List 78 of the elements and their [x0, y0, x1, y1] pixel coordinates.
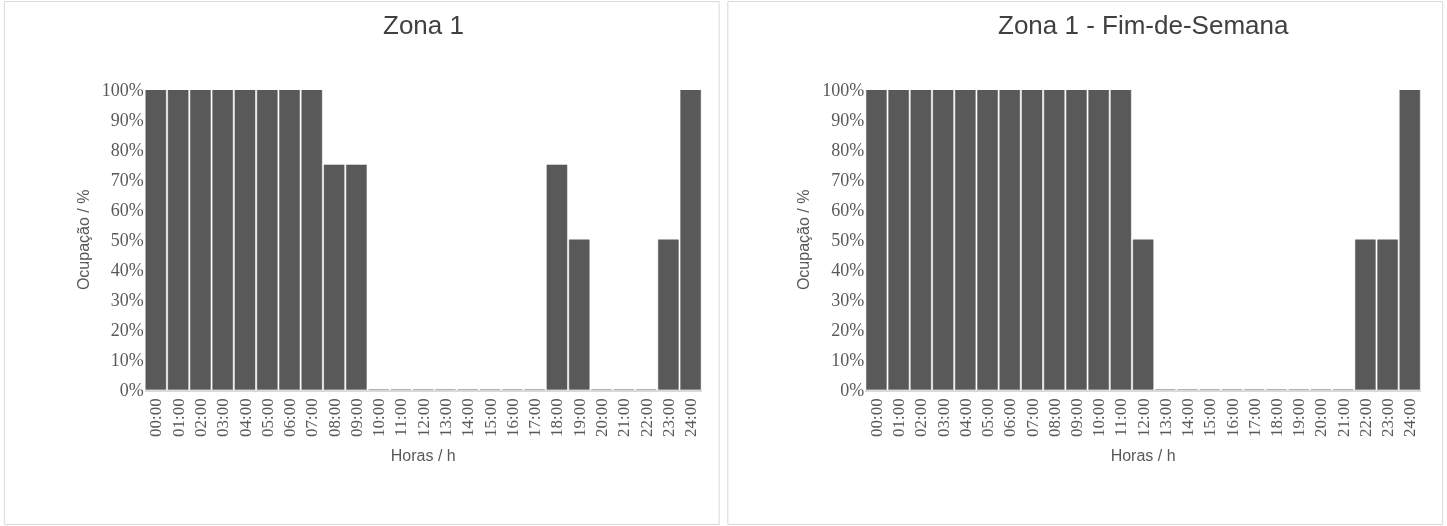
x-tick-label: 03:00	[933, 398, 953, 438]
y-axis-title: Ocupação / %	[74, 189, 92, 291]
y-tick-label: 10%	[110, 350, 144, 371]
x-tick-label: 16:00	[1222, 398, 1242, 438]
y-tick-label: 30%	[831, 290, 865, 311]
x-tick-label: 14:00	[1178, 398, 1198, 438]
x-tick-label: 21:00	[614, 398, 634, 438]
chart-title: Zona 1 - Fim-de-Semana	[998, 10, 1289, 40]
x-tick-label: 06:00	[1000, 398, 1020, 438]
x-tick-label: 03:00	[213, 398, 233, 438]
x-tick-label: 07:00	[302, 398, 322, 438]
x-tick-label: 12:00	[1133, 398, 1153, 438]
y-tick-label: 100%	[822, 80, 865, 101]
x-tick-label: 08:00	[324, 398, 344, 438]
y-tick-label: 70%	[110, 170, 144, 191]
x-tick-label: 10:00	[369, 398, 389, 438]
y-tick-label: 10%	[831, 350, 865, 371]
x-tick-label: 02:00	[911, 398, 931, 438]
x-tick-label: 16:00	[502, 398, 522, 438]
x-tick-label: 20:00	[1311, 398, 1331, 438]
x-tick-label: 13:00	[1155, 398, 1175, 438]
x-tick-label: 11:00	[391, 398, 411, 437]
x-tick-label: 21:00	[1333, 398, 1353, 438]
x-tick-label: 10:00	[1089, 398, 1109, 438]
x-tick-label: 24:00	[681, 398, 701, 438]
x-tick-label: 01:00	[889, 398, 909, 438]
y-tick-label: 0%	[840, 380, 865, 401]
y-tick-label: 60%	[831, 200, 865, 221]
x-tick-label: 11:00	[1111, 398, 1131, 437]
x-tick-label: 22:00	[636, 398, 656, 438]
x-tick-label: 18:00	[547, 398, 567, 438]
x-tick-label: 14:00	[458, 398, 478, 438]
x-tick-label: 00:00	[866, 398, 886, 438]
x-tick-label: 06:00	[280, 398, 300, 438]
x-tick-label: 17:00	[1244, 398, 1264, 438]
y-tick-label: 60%	[110, 200, 144, 221]
x-tick-label: 05:00	[978, 398, 998, 438]
x-tick-label: 00:00	[146, 398, 166, 438]
y-tick-label: 20%	[831, 320, 865, 341]
x-tick-label: 19:00	[1289, 398, 1309, 438]
x-tick-label: 24:00	[1400, 398, 1420, 438]
y-tick-label: 100%	[101, 80, 144, 101]
y-tick-label: 50%	[831, 230, 865, 251]
x-tick-label: 01:00	[168, 398, 188, 438]
x-tick-label: 07:00	[1022, 398, 1042, 438]
x-tick-label: 09:00	[1066, 398, 1086, 438]
x-tick-label: 02:00	[190, 398, 210, 438]
x-tick-label: 04:00	[235, 398, 255, 438]
y-tick-label: 20%	[110, 320, 144, 341]
x-tick-label: 12:00	[413, 398, 433, 438]
y-axis-title: Ocupação / %	[795, 189, 813, 291]
x-tick-label: 22:00	[1355, 398, 1375, 438]
x-tick-label: 13:00	[436, 398, 456, 438]
y-tick-label: 30%	[110, 290, 144, 311]
y-tick-label: 0%	[119, 380, 144, 401]
x-tick-label: 23:00	[1378, 398, 1398, 438]
y-tick-label: 80%	[110, 140, 144, 161]
y-tick-label: 50%	[110, 230, 144, 251]
x-tick-label: 08:00	[1044, 398, 1064, 438]
y-tick-label: 40%	[831, 260, 865, 281]
y-tick-label: 40%	[110, 260, 144, 281]
x-tick-label: 05:00	[257, 398, 277, 438]
x-tick-label: 04:00	[955, 398, 975, 438]
x-tick-label: 17:00	[525, 398, 545, 438]
y-tick-label: 70%	[831, 170, 865, 191]
x-tick-label: 15:00	[1200, 398, 1220, 438]
chart-title: Zona 1	[383, 10, 464, 40]
y-tick-label: 90%	[110, 110, 144, 131]
x-tick-label: 20:00	[592, 398, 612, 438]
x-tick-label: 15:00	[480, 398, 500, 438]
x-tick-label: 23:00	[658, 398, 678, 438]
x-tick-label: 19:00	[569, 398, 589, 438]
x-tick-label: 09:00	[346, 398, 366, 438]
x-axis-title: Horas / h	[1110, 447, 1176, 465]
y-tick-label: 90%	[831, 110, 865, 131]
x-axis-title: Horas / h	[390, 447, 456, 465]
y-tick-label: 80%	[831, 140, 865, 161]
x-tick-label: 18:00	[1267, 398, 1287, 438]
